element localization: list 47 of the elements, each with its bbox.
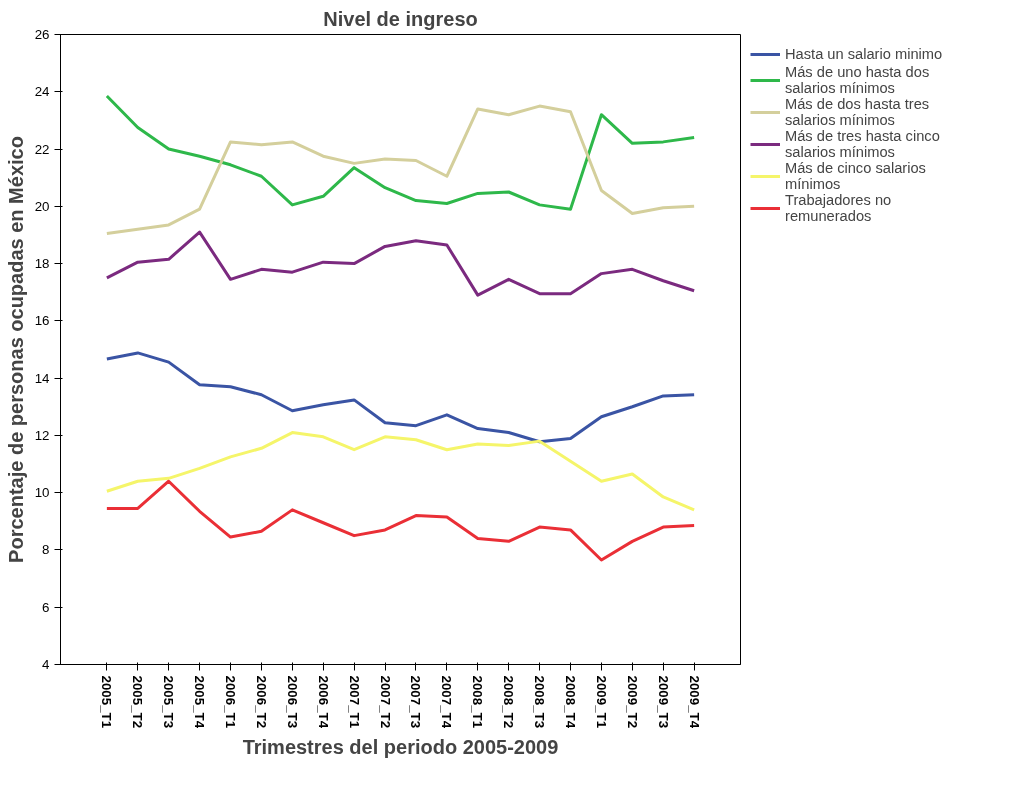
y-tick-label: 6 xyxy=(42,599,50,615)
x-tick-label: 2005_T4 xyxy=(192,675,208,729)
y-tick-label: 16 xyxy=(34,313,50,329)
line-series xyxy=(105,94,696,211)
x-tick-label: 2008_T1 xyxy=(470,675,486,729)
x-tick-label: 2009_T4 xyxy=(686,675,702,729)
y-tick-label: 22 xyxy=(34,141,50,157)
legend-label: Trabajadores no remunerados xyxy=(785,192,892,224)
x-axis-title: Trimestres del periodo 2005-2009 xyxy=(242,736,559,759)
x-tick-label: 2007_T2 xyxy=(377,675,393,729)
y-tick-label: 8 xyxy=(42,542,50,558)
x-tick-label: 2009_T1 xyxy=(593,675,609,729)
x-tick-label: 2005_T2 xyxy=(130,675,146,729)
x-tick-label: 2006_T3 xyxy=(284,675,300,729)
x-tick-label: 2009_T3 xyxy=(655,675,671,729)
line-series xyxy=(105,104,696,236)
legend-label: Más de tres hasta cinco salarios mínimos xyxy=(785,128,940,160)
x-tick-label: 2006_T4 xyxy=(315,675,331,729)
y-tick-label: 14 xyxy=(34,370,51,386)
x-tick-label: 2006_T1 xyxy=(223,675,238,729)
line-series xyxy=(105,351,696,444)
y-tick-label: 26 xyxy=(34,27,50,42)
y-tick-label: 10 xyxy=(34,485,50,501)
line-series xyxy=(105,431,696,512)
x-tick-label: 2008_T4 xyxy=(563,675,578,729)
x-tick-label: 2007_T1 xyxy=(346,675,362,729)
y-tick-label: 12 xyxy=(34,427,50,443)
x-tick-label: 2009_T2 xyxy=(624,675,640,729)
x-tick-label: 2007_T3 xyxy=(408,675,424,729)
chart-title: Nivel de ingreso xyxy=(323,7,478,30)
legend-label: Más de dos hasta tres salarios mínimos xyxy=(785,96,930,128)
x-tick-label: 2008_T3 xyxy=(532,675,548,729)
line-series xyxy=(105,479,696,562)
x-tick-label: 2008_T2 xyxy=(501,675,517,729)
x-tick-label: 2005_T3 xyxy=(161,675,177,729)
y-tick-label: 18 xyxy=(34,256,50,272)
y-tick-label: 24 xyxy=(34,84,51,100)
x-tick-label: 2006_T2 xyxy=(253,675,269,729)
line-series xyxy=(105,230,696,297)
legend-label: Más de uno hasta dos salarios mínimos xyxy=(785,64,930,96)
x-tick-label: 2007_T4 xyxy=(439,675,455,729)
y-tick-label: 20 xyxy=(34,198,50,214)
y-axis-title: Porcentaje de personas ocupadas en México xyxy=(4,136,27,563)
legend-label: Más de cinco salarios mínimos xyxy=(785,160,926,192)
x-tick-label: 2005_T1 xyxy=(99,675,115,729)
legend-label: Hasta un salario minimo xyxy=(785,46,943,62)
y-tick-label: 4 xyxy=(42,657,51,672)
